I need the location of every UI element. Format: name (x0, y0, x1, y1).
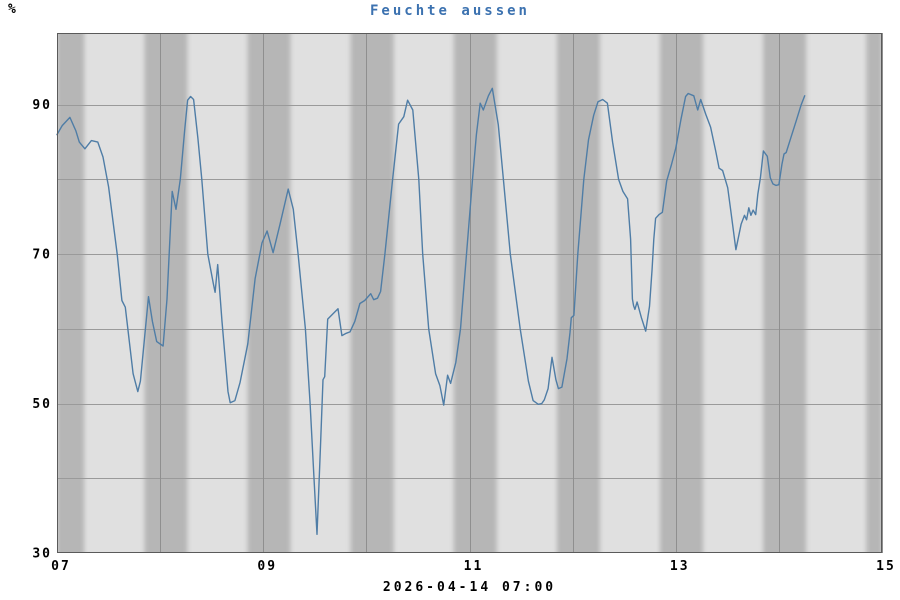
night-band (866, 33, 882, 553)
plot-frame (57, 33, 882, 553)
x-tick-label: 11 (464, 559, 484, 574)
y-tick-label: 50 (32, 397, 52, 412)
y-tick-label: 70 (32, 248, 52, 263)
chart-title: Feuchte aussen (369, 3, 530, 19)
y-axis-unit-label: % (8, 2, 16, 17)
night-shading-bands (57, 33, 882, 553)
x-tick-label: 09 (257, 559, 277, 574)
night-band (556, 33, 600, 553)
x-tick-label: 15 (876, 559, 896, 574)
night-band (453, 33, 497, 553)
timestamp-label: 2026-04-14 07:00 (382, 580, 557, 595)
night-band (144, 33, 188, 553)
night-band (247, 33, 291, 553)
y-tick-label: 90 (32, 98, 52, 113)
x-tick-label: 13 (670, 559, 690, 574)
night-band (350, 33, 394, 553)
x-tick-label: 07 (51, 559, 71, 574)
horizontal-gridlines (57, 105, 882, 479)
y-tick-label: 30 (32, 547, 52, 562)
humidity-series-line (56, 87, 806, 535)
night-band (763, 33, 807, 553)
night-band (57, 33, 85, 553)
day-boundary-gridlines (57, 33, 883, 553)
